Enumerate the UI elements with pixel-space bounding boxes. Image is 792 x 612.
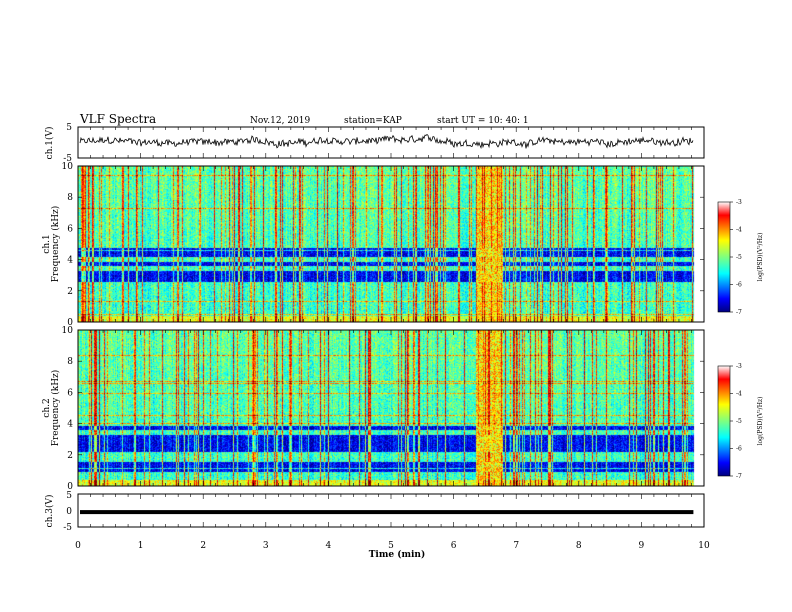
ch3-ytick-mid: 0: [66, 507, 72, 517]
frequency-tick-label: 2: [67, 451, 73, 461]
x-tick-label: 7: [513, 541, 519, 551]
x-tick-label: 6: [451, 541, 457, 551]
ch2-frequency-ylabel: Frequency (kHz): [50, 370, 61, 447]
frequency-tick-label: 8: [67, 193, 73, 203]
x-tick-label: 9: [639, 541, 645, 551]
x-tick-label: 8: [576, 541, 582, 551]
station-label: station=KAP: [344, 116, 402, 126]
colorbar-tick-label: -7: [736, 473, 742, 480]
x-tick-label: 4: [326, 541, 332, 551]
ch2-spectrogram-ylabel: ch.2: [42, 398, 52, 417]
colorbar-tick-label: -3: [736, 363, 742, 370]
x-tick-label: 3: [263, 541, 269, 551]
frequency-tick-label: 2: [67, 287, 73, 297]
frequency-tick-label: 6: [67, 388, 73, 398]
frequency-tick-label: 10: [62, 162, 74, 172]
x-tick-label: 1: [138, 541, 144, 551]
date-label: Nov.12, 2019: [250, 116, 311, 126]
colorbar-tick-label: -5: [736, 418, 742, 425]
colorbar-tick-label: -5: [736, 254, 742, 261]
frequency-tick-label: 4: [67, 420, 73, 430]
frequency-tick-label: 8: [67, 357, 73, 367]
frequency-tick-label: 4: [67, 256, 73, 266]
ch2-spectrogram-image: [78, 330, 704, 486]
ch1-waveform-line: [79, 133, 694, 150]
ch3-ytick-top: 5: [66, 491, 72, 501]
frequency-tick-label: 6: [67, 224, 73, 234]
x-tick-label: 10: [698, 541, 710, 551]
frequency-tick-label: 0: [67, 318, 73, 328]
figure-title: VLF Spectra: [79, 112, 156, 126]
ch1-waveform-panel: 5 -5 ch.1(V): [44, 123, 705, 164]
colorbar-tick-label: -3: [736, 199, 742, 206]
colorbar-tick-label: -4: [736, 391, 742, 398]
ch2-colorbar: -3 -4 -5 -6 -7 log(PSD)(V²/Hz): [717, 363, 764, 480]
ch1-ytick-top: 5: [66, 123, 72, 133]
colorbar-tick-label: -4: [736, 227, 742, 234]
frequency-tick-label: 0: [67, 482, 73, 492]
ch1-colorbar-label: log(PSD)(V²/Hz): [757, 233, 764, 282]
start-time-label: start UT = 10: 40: 1: [437, 116, 529, 126]
ch3-waveform-line: [80, 510, 694, 515]
ch3-waveform-ylabel: ch.3(V): [44, 495, 55, 528]
ch1-spectrogram-ylabel: ch.1: [42, 234, 52, 253]
ch1-spectrogram-panel: 0 2 4 6 8 10 ch.1 Frequency (kHz): [42, 162, 705, 328]
colorbar-tick-label: -6: [736, 282, 742, 289]
x-tick-label: 5: [388, 541, 394, 551]
ch1-frequency-ylabel: Frequency (kHz): [50, 206, 61, 283]
ch1-ytick-bottom: -5: [63, 154, 72, 164]
ch1-waveform-ylabel: ch.1(V): [44, 127, 55, 160]
colorbar-tick-label: -7: [736, 309, 742, 316]
ch3-ytick-bottom: -5: [63, 523, 72, 533]
ch1-spectrogram-image: [78, 166, 704, 322]
colorbar-tick-label: -6: [736, 446, 742, 453]
ch2-spectrogram-panel: 0 2 4 6 8 10 ch.2 Frequency (kHz): [42, 326, 705, 492]
frequency-tick-label: 10: [62, 326, 74, 336]
x-axis-label: Time (min): [369, 549, 426, 560]
x-tick-label: 2: [200, 541, 206, 551]
ch2-colorbar-label: log(PSD)(V²/Hz): [757, 397, 764, 446]
x-tick-label: 0: [75, 541, 81, 551]
ch3-waveform-panel: 5 0 -5 ch.3(V) 0 1 2 3 4 5 6 7 8 9 10 Time (min): [44, 491, 710, 560]
ch1-colorbar: -3 -4 -5 -6 -7 log(PSD)(V²/Hz): [717, 199, 764, 316]
